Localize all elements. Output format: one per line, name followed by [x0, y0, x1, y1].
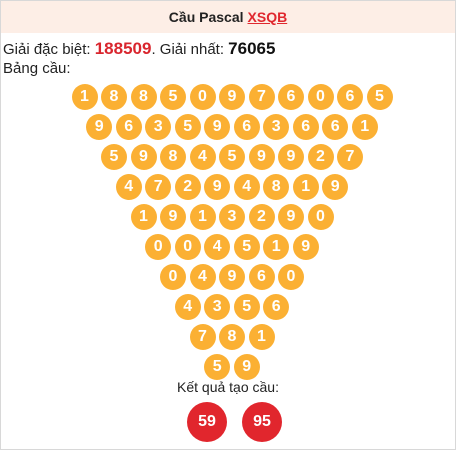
digit-ball: 6: [263, 294, 290, 320]
digit-ball: 8: [160, 144, 186, 170]
digit-ball: 9: [219, 84, 245, 110]
digit-ball: 4: [204, 234, 231, 260]
digit-ball: 9: [278, 204, 304, 230]
digit-ball: 5: [233, 234, 260, 260]
digit-ball: 7: [337, 144, 363, 170]
digit-ball: 0: [145, 234, 172, 260]
result-balls: 59 95: [0, 402, 456, 442]
digit-ball: 4: [233, 174, 260, 200]
digit-ball: 5: [204, 354, 231, 380]
digit-ball: 1: [263, 234, 290, 260]
first-prize-value: 76065: [228, 39, 276, 58]
digit-ball: 9: [248, 144, 275, 170]
xsqb-link[interactable]: XSQB: [247, 9, 288, 25]
digit-ball: 5: [219, 144, 245, 170]
digit-ball: 6: [115, 114, 142, 140]
digit-ball: 4: [174, 294, 201, 320]
digit-ball: 3: [263, 114, 290, 140]
digit-ball: 9: [204, 174, 231, 200]
widget-header: Cầu Pascal XSQB: [1, 1, 455, 33]
digit-ball: 7: [189, 324, 216, 350]
prize-separator: .: [151, 41, 160, 58]
digit-ball: 4: [189, 144, 216, 170]
digit-ball: 8: [263, 174, 290, 200]
digit-ball: 5: [160, 84, 186, 110]
digit-ball: 9: [292, 234, 319, 260]
digit-ball: 0: [160, 264, 186, 290]
digit-ball: 1: [130, 204, 157, 230]
digit-ball: 9: [219, 264, 245, 290]
digit-ball: 8: [219, 324, 245, 350]
digit-ball: 0: [174, 234, 201, 260]
digit-ball: 6: [248, 264, 275, 290]
digit-ball: 9: [160, 204, 186, 230]
digit-ball: 1: [351, 114, 378, 140]
table-label: Bảng cầu:: [3, 60, 71, 77]
digit-ball: 7: [145, 174, 172, 200]
digit-ball: 2: [248, 204, 275, 230]
prize-info: Giải đặc biệt: 188509. Giải nhất: 76065: [3, 40, 275, 59]
digit-ball: 1: [248, 324, 275, 350]
special-prize-label: Giải đặc biệt:: [3, 41, 95, 58]
widget-title: Cầu Pascal: [168, 9, 244, 25]
digit-ball: 5: [174, 114, 201, 140]
digit-ball: 3: [145, 114, 172, 140]
digit-ball: 9: [278, 144, 304, 170]
result-label: Kết quả tạo cầu:: [177, 379, 279, 395]
digit-ball: 6: [233, 114, 260, 140]
digit-ball: 9: [233, 354, 260, 380]
digit-ball: 3: [204, 294, 231, 320]
digit-ball: 6: [337, 84, 363, 110]
digit-ball: 0: [307, 204, 334, 230]
digit-ball: 5: [366, 84, 393, 110]
digit-ball: 1: [71, 84, 98, 110]
result-ball: 59: [187, 402, 227, 442]
digit-ball: 9: [86, 114, 113, 140]
digit-ball: 6: [292, 114, 319, 140]
digit-ball: 9: [322, 174, 349, 200]
special-prize-value: 188509: [94, 39, 152, 58]
digit-ball: 4: [115, 174, 142, 200]
digit-ball: 1: [189, 204, 216, 230]
digit-ball: 5: [233, 294, 260, 320]
digit-ball: 6: [278, 84, 304, 110]
digit-ball: 6: [322, 114, 349, 140]
digit-ball: 2: [307, 144, 334, 170]
digit-ball: 8: [130, 84, 157, 110]
first-prize-label: Giải nhất:: [159, 41, 229, 58]
digit-ball: 8: [101, 84, 127, 110]
digit-ball: 0: [278, 264, 304, 290]
digit-ball: 1: [292, 174, 319, 200]
digit-ball: 7: [248, 84, 275, 110]
digit-ball: 3: [219, 204, 245, 230]
digit-ball: 9: [130, 144, 157, 170]
digit-ball: 2: [174, 174, 201, 200]
digit-ball: 9: [204, 114, 231, 140]
digit-ball: 0: [189, 84, 216, 110]
result-ball: 95: [242, 402, 282, 442]
digit-ball: 0: [307, 84, 334, 110]
digit-ball: 5: [101, 144, 127, 170]
digit-ball: 4: [189, 264, 216, 290]
